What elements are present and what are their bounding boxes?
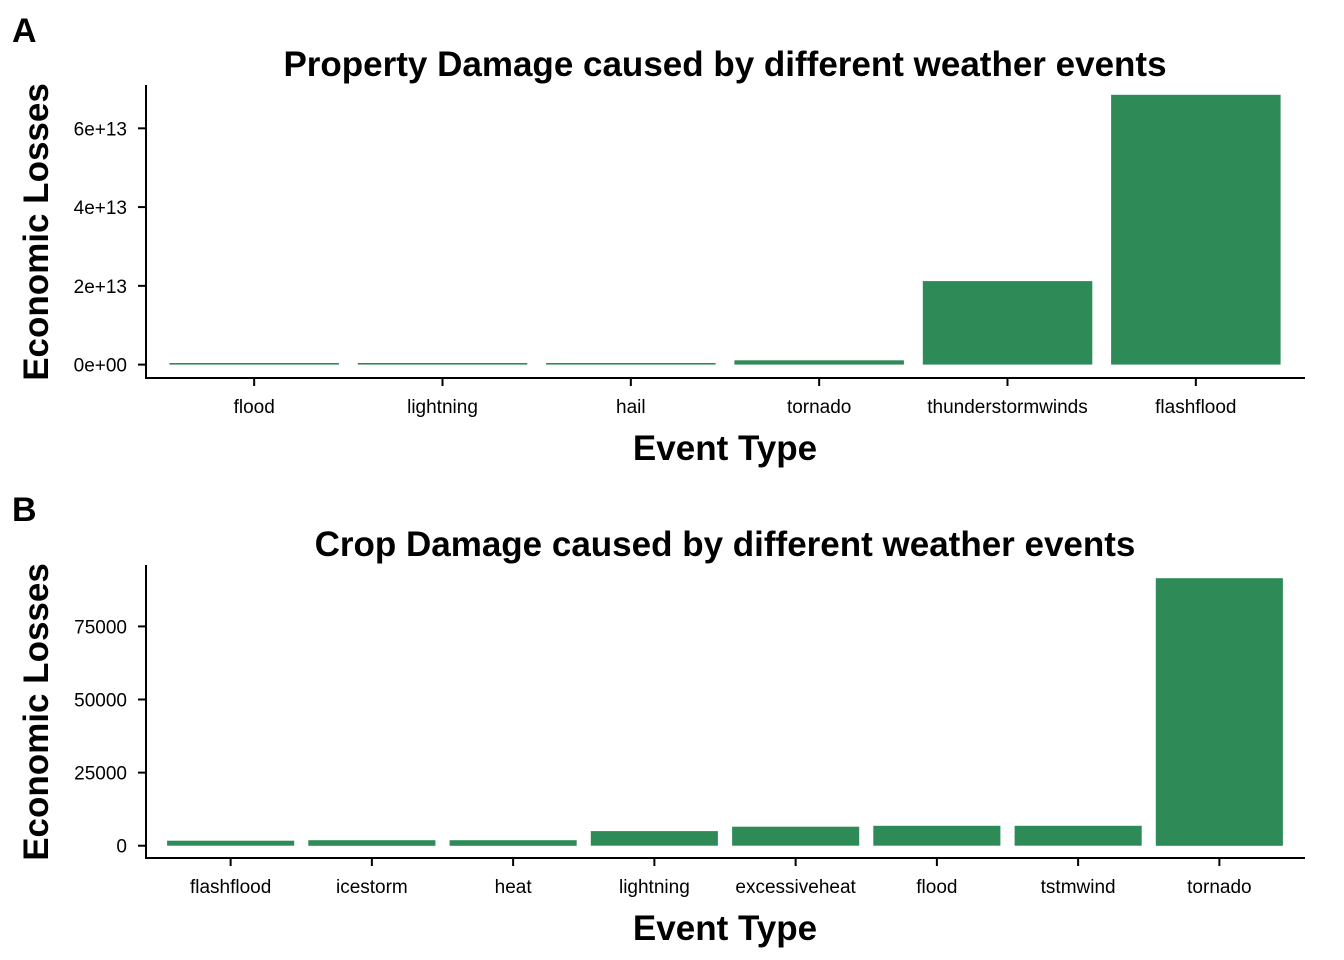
x-tick-label-property-2: hail <box>616 397 646 418</box>
x-tick-label-property-4: thunderstormwinds <box>927 397 1088 418</box>
x-tick-label-crop-5: flood <box>916 877 957 898</box>
x-tick-label-property-0: flood <box>234 397 275 418</box>
x-tick-label-property-3: tornado <box>787 397 851 418</box>
bar-crop-tstmwind <box>1014 825 1142 846</box>
bar-crop-flood <box>873 825 1001 846</box>
x-tick-label-property-1: lightning <box>407 397 478 418</box>
bar-crop-excessiveheat <box>732 826 860 846</box>
bars-crop: flashflood icestorm heat lightning excessive… <box>74 578 1283 898</box>
bar-property-thunderstormwinds <box>922 281 1093 365</box>
x-tick-label-crop-4: excessiveheat <box>735 877 856 898</box>
y-axis-title-property: Economic Losses <box>17 83 56 381</box>
chart-title-property: Property Damage caused by different weat… <box>283 45 1166 84</box>
x-tick-label-property-5: flashflood <box>1155 397 1236 418</box>
y-tick-label-crop-2: 50000 <box>74 691 127 712</box>
chart-title-crop: Crop Damage caused by different weather … <box>315 525 1136 564</box>
x-tick-label-crop-6: tstmwind <box>1041 877 1116 898</box>
panel-letter-a: A <box>12 12 37 50</box>
x-tick-label-crop-1: icestorm <box>336 877 408 898</box>
x-axis-title-property: Event Type <box>633 429 817 468</box>
bar-crop-heat <box>449 840 577 846</box>
y-tick-label-crop-0: 0 <box>116 837 127 858</box>
bar-property-tornado <box>734 360 904 365</box>
panel-a: A Property Damage caused by different we… <box>12 12 1305 468</box>
x-tick-label-crop-7: tornado <box>1187 877 1251 898</box>
bar-property-flood <box>169 363 339 365</box>
bar-property-flashflood <box>1111 94 1281 365</box>
bar-property-lightning <box>357 363 528 365</box>
y-tick-label-property-3: 6e+13 <box>74 119 127 140</box>
y-tick-label-crop-1: 25000 <box>74 764 127 785</box>
y-tick-label-crop-3: 75000 <box>74 617 127 638</box>
panel-b: B Crop Damage caused by different weathe… <box>12 491 1305 948</box>
y-axis-title-crop: Economic Losses <box>17 563 56 861</box>
y-tick-label-property-0: 0e+00 <box>74 356 127 377</box>
x-tick-label-crop-2: heat <box>495 877 533 898</box>
bar-property-hail <box>546 363 716 365</box>
bars-property: flood lightning hail tornado thunderstormwin… <box>74 94 1281 418</box>
bar-crop-tornado <box>1155 578 1283 846</box>
x-tick-label-crop-0: flashflood <box>190 877 271 898</box>
bar-crop-lightning <box>590 831 718 846</box>
x-tick-label-crop-3: lightning <box>619 877 690 898</box>
panel-letter-b: B <box>12 491 37 529</box>
bar-crop-flashflood <box>167 840 295 846</box>
x-axis-title-crop: Event Type <box>633 909 817 948</box>
y-tick-label-property-1: 2e+13 <box>74 277 127 298</box>
y-tick-label-property-2: 4e+13 <box>74 198 127 219</box>
bar-crop-icestorm <box>308 840 436 846</box>
